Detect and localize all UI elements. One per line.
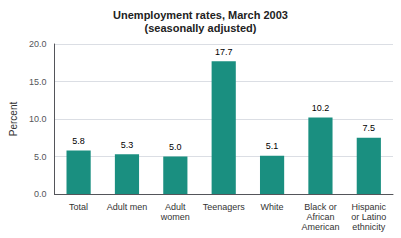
svg-text:White: White	[261, 202, 284, 212]
svg-text:Adult: Adult	[165, 202, 186, 212]
svg-text:5.0: 5.0	[169, 142, 182, 152]
svg-text:Black or: Black or	[304, 202, 337, 212]
svg-text:Adult men: Adult men	[107, 202, 148, 212]
svg-text:17.7: 17.7	[215, 47, 233, 57]
svg-text:ethnicity: ethnicity	[352, 222, 386, 232]
svg-text:Teenagers: Teenagers	[203, 202, 246, 212]
svg-text:(seasonally adjusted): (seasonally adjusted)	[145, 22, 257, 34]
svg-text:20.0: 20.0	[29, 39, 47, 49]
svg-text:15.0: 15.0	[29, 77, 47, 87]
svg-text:Hispanic: Hispanic	[352, 202, 387, 212]
svg-text:0.0: 0.0	[34, 189, 47, 199]
svg-text:7.5: 7.5	[363, 123, 376, 133]
svg-text:women: women	[160, 212, 190, 222]
svg-text:5.1: 5.1	[266, 141, 279, 151]
svg-text:American: American	[301, 222, 339, 232]
svg-text:5.0: 5.0	[34, 152, 47, 162]
svg-text:African: African	[306, 212, 334, 222]
svg-text:5.3: 5.3	[121, 140, 134, 150]
svg-text:Percent: Percent	[8, 102, 19, 137]
svg-text:10.2: 10.2	[312, 103, 330, 113]
svg-text:or Latino: or Latino	[351, 212, 386, 222]
svg-text:5.8: 5.8	[72, 136, 85, 146]
svg-text:10.0: 10.0	[29, 114, 47, 124]
svg-text:Total: Total	[69, 202, 88, 212]
svg-text:Unemployment rates, March 2003: Unemployment rates, March 2003	[113, 9, 288, 21]
